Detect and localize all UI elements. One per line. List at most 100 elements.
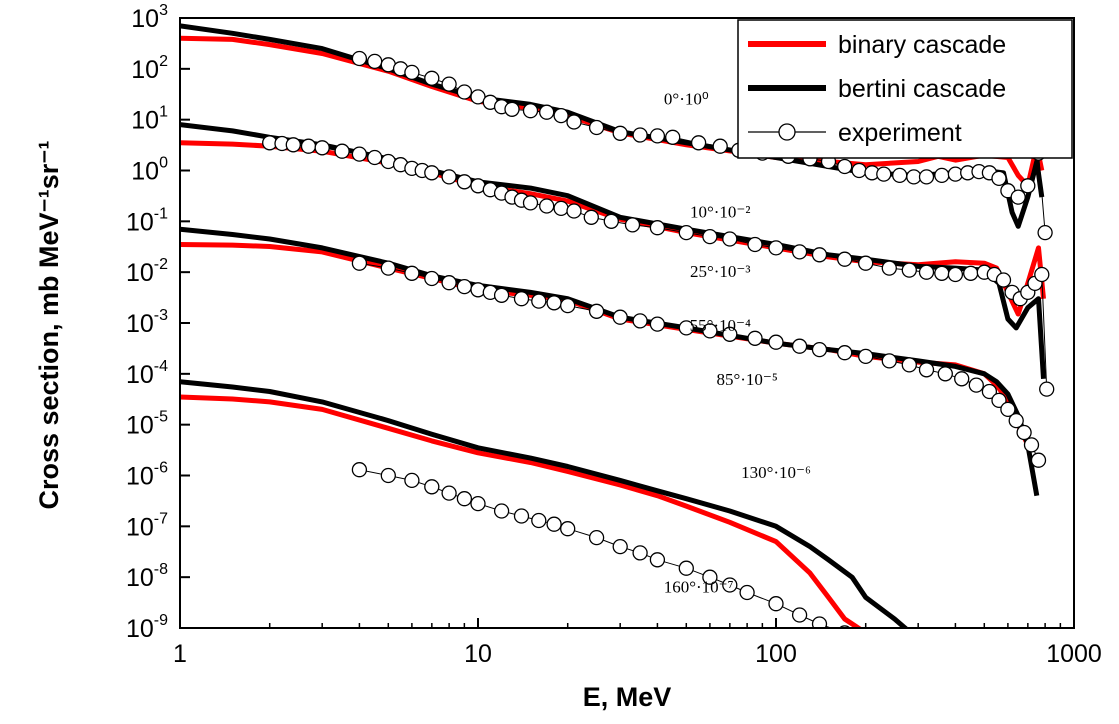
experiment-point (837, 345, 853, 361)
experiment-point (791, 244, 808, 260)
experiment-point (632, 313, 648, 329)
experiment-point (981, 383, 998, 400)
curve-annotation: 10°·10⁻² (690, 202, 751, 221)
experiment-point (493, 503, 510, 519)
experiment-point (918, 169, 935, 185)
experiment-point (747, 236, 763, 253)
experiment-point (1000, 401, 1016, 418)
x-tick-label: 10 (464, 640, 492, 668)
legend-label: binary cascade (838, 31, 1006, 59)
experiment-point (791, 607, 808, 623)
y-tick-label: 103 (131, 2, 168, 33)
legend-label: bertini cascade (838, 75, 1006, 103)
experiment-point (947, 266, 964, 283)
curve-annotation: 25°·10⁻³ (690, 262, 751, 281)
experiment-point (1037, 224, 1053, 241)
experiment-point (404, 472, 420, 489)
experiment-point (649, 316, 666, 332)
experiment-point (424, 70, 440, 86)
experiment-point (441, 76, 457, 92)
experiment-point (1020, 178, 1036, 194)
experiment-point (991, 170, 1007, 187)
experiment-point (456, 278, 473, 295)
experiment-point (1039, 381, 1055, 397)
experiment-point (566, 114, 582, 130)
y-tick-label: 100 (131, 155, 168, 186)
experiment-point (351, 462, 368, 478)
experiment-point (968, 377, 984, 393)
experiment-point (546, 295, 562, 311)
curve-annotation: 85°·10⁻⁵ (716, 370, 777, 389)
experiment-point (583, 209, 599, 225)
experiment-point (649, 220, 666, 236)
experiment-point (380, 260, 396, 276)
binary-cascade-line (180, 242, 1031, 446)
y-tick-label: 10-7 (126, 510, 168, 541)
experiment-point (522, 195, 539, 211)
legend-marker (778, 123, 796, 141)
experiment-point (367, 149, 383, 166)
experiment-point (539, 104, 555, 120)
experiment-point (791, 338, 808, 354)
experiment-point (522, 103, 539, 119)
experiment-point (531, 512, 547, 529)
experiment-point (892, 167, 908, 184)
experiment-point (702, 569, 718, 585)
experiment-point (901, 357, 917, 373)
experiment-point (1030, 452, 1047, 468)
experiment-point (918, 362, 935, 378)
axis-ticks: 1 10 100 1000 103 102 101 100 10-1 10-2 10-3 10-4 10… (126, 2, 1102, 668)
experiment-point (934, 167, 950, 184)
experiment-point (858, 255, 874, 271)
experiment-point (588, 303, 605, 319)
experiment-point (881, 260, 897, 276)
experiment-point (351, 255, 368, 271)
experiment-point (702, 228, 718, 245)
curve-annotation: 130°·10⁻⁶ (741, 463, 811, 482)
experiment-point (367, 53, 383, 70)
experiment-point (632, 127, 648, 143)
experiment-point (811, 341, 828, 358)
experiment-point (991, 392, 1007, 409)
y-tick-label: 10-5 (126, 409, 168, 440)
experiment-point (1010, 189, 1026, 205)
series-160deg (180, 379, 909, 628)
curve-annotation: 55°·10⁻⁴ (690, 316, 751, 335)
experiment-point (811, 247, 828, 263)
experiment-point (553, 200, 569, 217)
experiment-point (934, 265, 950, 281)
experiment-point (649, 552, 666, 568)
y-tick-label: 10-1 (126, 205, 168, 236)
experiment-point (424, 270, 440, 287)
y-tick-label: 10-2 (126, 256, 168, 287)
y-tick-label: 10-3 (126, 307, 168, 338)
experiment-point (441, 169, 457, 185)
experiment-point (351, 50, 368, 67)
experiment-point (612, 538, 628, 555)
x-tick-label: 100 (755, 640, 797, 668)
experiment-point (553, 107, 569, 124)
experiment-point (858, 348, 874, 365)
experiment-point (811, 616, 828, 628)
experiment-point (588, 529, 605, 546)
experiment-point (665, 129, 681, 145)
experiment-point (566, 203, 582, 219)
experiment-point (876, 166, 892, 182)
y-axis-title: Cross section, mb MeV⁻¹sr⁻¹ (34, 140, 64, 509)
experiment-point (906, 169, 922, 185)
experiment-point (678, 224, 694, 241)
experiment-point (918, 264, 935, 280)
experiment-point (1008, 412, 1024, 429)
legend: binary cascade bertini cascade experiment (737, 19, 1073, 159)
experiment-point (747, 330, 763, 346)
experiment-point (380, 467, 396, 484)
experiment-point (632, 545, 648, 561)
experiment-point (603, 213, 619, 229)
y-tick-label: 10-6 (126, 460, 168, 491)
experiment-point (1023, 437, 1040, 453)
experiment-point (424, 165, 440, 181)
x-tick-label: 1000 (1046, 640, 1102, 668)
curve-annotation: 160°·10⁻⁷ (664, 577, 734, 596)
experiment-point (513, 508, 530, 524)
experiment-point (722, 577, 738, 593)
